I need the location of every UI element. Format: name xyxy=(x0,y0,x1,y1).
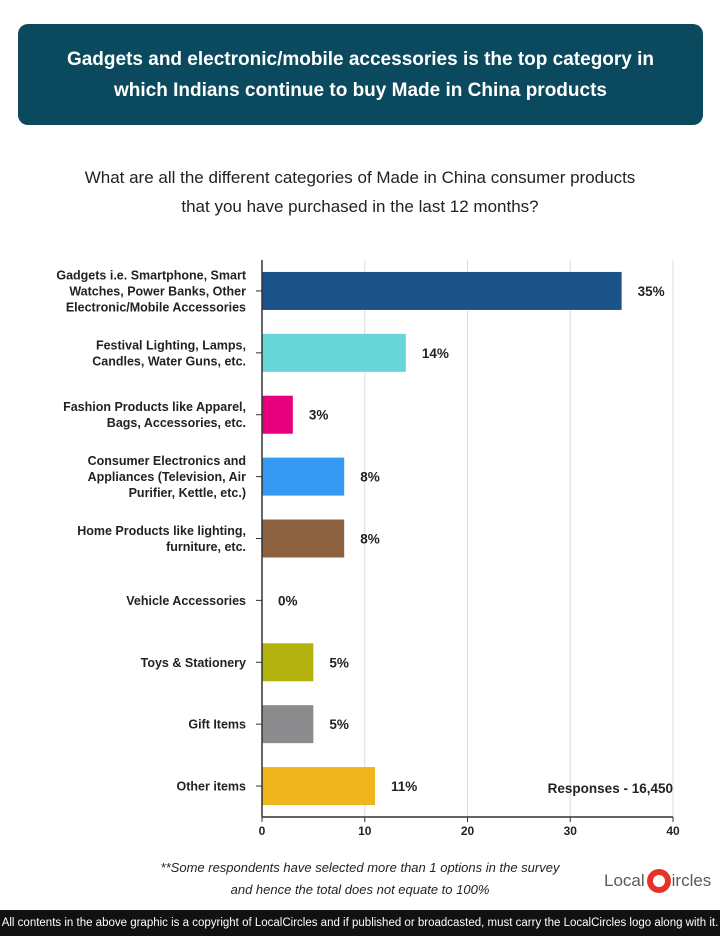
question-line-1: What are all the different categories of… xyxy=(84,168,636,187)
value-label-5: 0% xyxy=(278,593,298,608)
bar-2 xyxy=(262,395,293,434)
value-label-3: 8% xyxy=(360,470,380,485)
x-tick-label-0: 0 xyxy=(259,824,266,838)
footnote-line-2: and hence the total does not equate to 1… xyxy=(230,882,490,897)
category-label-5: Vehicle Accessories xyxy=(126,594,246,608)
logo-text-right: ircles xyxy=(671,871,712,890)
category-label-2: Fashion Products like Apparel, Bags, Acce… xyxy=(63,400,246,430)
x-tick-label-30: 30 xyxy=(564,824,578,838)
category-label-8: Other items xyxy=(177,780,247,794)
bar-8 xyxy=(262,767,376,806)
copyright-bar: All contents in the above graphic is a c… xyxy=(0,910,720,936)
bar-4 xyxy=(262,519,345,558)
category-label-7: Gift Items xyxy=(188,718,246,732)
bar-7 xyxy=(262,705,314,744)
value-label-0: 35% xyxy=(638,284,665,299)
category-labels: Gadgets i.e. Smartphone, Smart Watches, P… xyxy=(56,268,246,793)
category-label-3: Consumer Electronics and Appliances (Tele… xyxy=(88,454,247,500)
title-line-2: which Indians continue to buy Made in Ch… xyxy=(114,79,607,101)
localcircles-logo: Local ircles xyxy=(604,866,711,896)
responses-annotation: Responses - 16,450 xyxy=(548,781,673,796)
category-label-0: Gadgets i.e. Smartphone, Smart Watches, P… xyxy=(56,268,246,314)
category-label-1: Festival Lighting, Lamps, Candles, Water … xyxy=(92,338,246,368)
value-label-7: 5% xyxy=(329,717,349,732)
x-tick-label-10: 10 xyxy=(358,824,372,838)
title-banner: Gadgets and electronic/mobile accessorie… xyxy=(18,24,703,125)
category-label-6: Toys & Stationery xyxy=(141,656,246,670)
footnote: **Some respondents have selected more th… xyxy=(100,857,620,901)
value-label-8: 11% xyxy=(391,779,417,794)
x-tick-label-20: 20 xyxy=(461,824,475,838)
logo-text-left: Local xyxy=(604,871,645,890)
value-labels: 35% 14% 3% 8% 8% 0% 5% 5% 11% xyxy=(278,284,665,794)
value-label-6: 5% xyxy=(329,655,349,670)
bar-chart: Gadgets i.e. Smartphone, Smart Watches, P… xyxy=(56,260,680,838)
x-tick-label-40: 40 xyxy=(666,824,680,838)
question-line-2: that you have purchased in the last 12 m… xyxy=(181,197,539,216)
bar-1 xyxy=(262,333,406,372)
bar-3 xyxy=(262,457,345,496)
bar-6 xyxy=(262,643,314,682)
bar-0 xyxy=(262,271,622,310)
survey-question: What are all the different categories of… xyxy=(30,163,690,221)
footnote-line-1: **Some respondents have selected more th… xyxy=(160,860,560,875)
logo-circle-icon xyxy=(646,869,671,893)
title-line-1: Gadgets and electronic/mobile accessorie… xyxy=(66,48,655,70)
category-label-4: Home Products like lighting, furniture, e… xyxy=(77,524,246,554)
value-label-4: 8% xyxy=(360,532,380,547)
value-label-1: 14% xyxy=(422,346,449,361)
bars xyxy=(262,271,622,806)
x-axis: 0 10 20 30 40 xyxy=(256,260,680,838)
value-label-2: 3% xyxy=(309,408,329,423)
